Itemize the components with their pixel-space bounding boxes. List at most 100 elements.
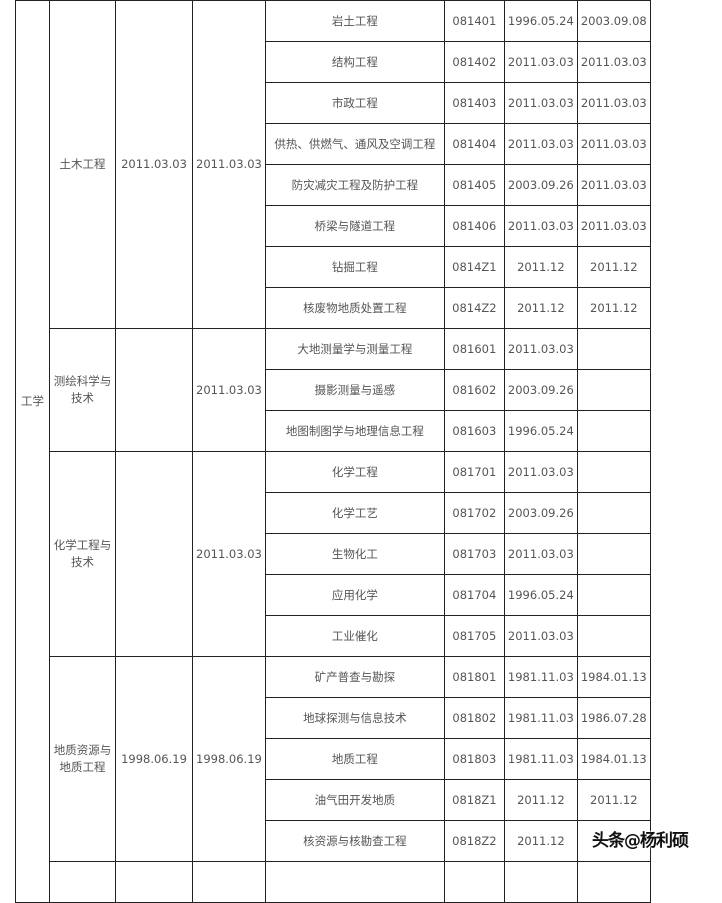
discipline-code: 0814Z1 — [443, 246, 505, 288]
discipline-code: 081406 — [443, 205, 505, 247]
second-level-discipline: 化学工艺 — [264, 492, 445, 534]
date-1: 1981.11.03 — [503, 738, 578, 780]
empty-cell — [576, 861, 651, 903]
second-level-discipline: 应用化学 — [264, 574, 445, 616]
discipline-code: 081704 — [443, 574, 505, 616]
date-1: 1996.05.24 — [503, 0, 578, 42]
date-2: 2011.03.03 — [576, 164, 651, 206]
discipline-code: 081405 — [443, 164, 505, 206]
table-row — [16, 861, 651, 903]
second-level-discipline: 摄影测量与遥感 — [264, 369, 445, 411]
date-2: 2011.03.03 — [576, 41, 651, 83]
group-date-1 — [115, 451, 193, 657]
watermark: 头条@杨利硕 — [592, 831, 689, 851]
second-level-discipline: 地质工程 — [264, 738, 445, 780]
date-2: 2011.03.03 — [576, 82, 651, 124]
date-1: 2011.03.03 — [503, 41, 578, 83]
date-1: 2011.12 — [503, 287, 578, 329]
table-row: 钻掘工程 0814Z1 2011.12 2011.12 — [16, 246, 651, 288]
discipline-code: 081702 — [443, 492, 505, 534]
table-row: 市政工程 081403 2011.03.03 2011.03.03 — [16, 82, 651, 124]
date-1: 2011.03.03 — [503, 451, 578, 493]
table-row: 工学 土木工程 2011.03.03 2011.03.03 岩土工程 081401 1996… — [15, 0, 651, 903]
second-level-discipline: 市政工程 — [264, 82, 445, 124]
first-level-discipline: 地质资源与地质工程 — [49, 656, 116, 862]
discipline-code: 081701 — [443, 451, 505, 493]
table-row: 测绘科学与技术 2011.03.03 大地测量学与测量工程 081601 2011.03… — [16, 328, 651, 452]
date-1: 2011.03.03 — [503, 123, 578, 165]
second-level-discipline: 桥梁与隧道工程 — [264, 205, 445, 247]
date-2: 2011.12 — [576, 287, 651, 329]
empty-cell — [115, 861, 193, 903]
discipline-table: 工学 土木工程 2011.03.03 2011.03.03 岩土工程 081401 1996… — [15, 0, 651, 903]
date-2: 2011.03.03 — [576, 205, 651, 247]
table-row: 供热、供燃气、通风及空调工程 081404 2011.03.03 2011.03.03 — [16, 123, 651, 165]
discipline-code: 0818Z1 — [443, 779, 505, 821]
second-level-discipline: 地球探测与信息技术 — [264, 697, 445, 739]
discipline-code: 081401 — [443, 0, 505, 42]
second-level-discipline: 矿产普查与勘探 — [264, 656, 445, 698]
discipline-code: 081603 — [443, 410, 505, 452]
date-2: 1984.01.13 — [576, 738, 651, 780]
table-row: 核废物地质处置工程 0814Z2 2011.12 2011.12 — [16, 287, 651, 329]
group-date-2: 2011.03.03 — [192, 328, 266, 452]
table-row: 工业催化 081705 2011.03.03 — [16, 615, 651, 657]
empty-cell — [192, 861, 266, 903]
group-date-2: 1998.06.19 — [192, 656, 266, 862]
discipline-code: 081601 — [443, 328, 505, 370]
table-row: 摄影测量与遥感 081602 2003.09.26 — [16, 369, 651, 411]
group-date-2: 2011.03.03 — [192, 0, 266, 329]
group-date-1: 1998.06.19 — [115, 656, 193, 862]
second-level-discipline: 工业催化 — [264, 615, 445, 657]
discipline-code: 081802 — [443, 697, 505, 739]
date-2 — [576, 328, 651, 370]
second-level-discipline: 大地测量学与测量工程 — [264, 328, 445, 370]
date-2: 1986.07.28 — [576, 697, 651, 739]
discipline-code: 081602 — [443, 369, 505, 411]
discipline-code: 0818Z2 — [443, 820, 505, 862]
group-date-1: 2011.03.03 — [115, 0, 193, 329]
discipline-code: 081404 — [443, 123, 505, 165]
date-1: 2011.03.03 — [503, 615, 578, 657]
second-level-discipline: 核废物地质处置工程 — [264, 287, 445, 329]
date-1: 1996.05.24 — [503, 574, 578, 616]
date-2 — [576, 410, 651, 452]
date-1: 1981.11.03 — [503, 656, 578, 698]
date-1: 2003.09.26 — [503, 164, 578, 206]
second-level-discipline: 化学工程 — [264, 451, 445, 493]
date-1: 2011.03.03 — [503, 533, 578, 575]
date-2: 2003.09.08 — [576, 0, 651, 42]
date-2: 2011.12 — [576, 779, 651, 821]
table-row: 防灾减灾工程及防护工程 081405 2003.09.26 2011.03.03 — [16, 164, 651, 206]
date-2 — [576, 533, 651, 575]
table-row: 结构工程 081402 2011.03.03 2011.03.03 — [16, 41, 651, 83]
empty-cell — [264, 861, 445, 903]
discipline-code: 081803 — [443, 738, 505, 780]
discipline-code: 081403 — [443, 82, 505, 124]
second-level-discipline: 防灾减灾工程及防护工程 — [264, 164, 445, 206]
date-1: 2003.09.26 — [503, 369, 578, 411]
first-level-discipline: 土木工程 — [49, 0, 116, 329]
date-2: 1984.01.13 — [576, 656, 651, 698]
discipline-cell: 工学 — [15, 0, 50, 903]
date-2 — [576, 451, 651, 493]
empty-cell — [443, 861, 505, 903]
group-date-1 — [115, 328, 193, 452]
date-2: 2011.12 — [576, 246, 651, 288]
discipline-code: 081801 — [443, 656, 505, 698]
first-level-discipline: 化学工程与技术 — [49, 451, 116, 657]
table-row: 化学工程与技术 2011.03.03 化学工程 081701 2011.03.03 — [16, 451, 651, 657]
date-2 — [576, 369, 651, 411]
date-1: 2011.12 — [503, 820, 578, 862]
discipline-code: 081402 — [443, 41, 505, 83]
second-level-discipline: 钻掘工程 — [264, 246, 445, 288]
discipline-code: 081703 — [443, 533, 505, 575]
date-1: 2011.12 — [503, 779, 578, 821]
empty-cell — [49, 861, 116, 903]
group-date-2: 2011.03.03 — [192, 451, 266, 657]
second-level-discipline: 结构工程 — [264, 41, 445, 83]
date-2 — [576, 574, 651, 616]
second-level-discipline: 核资源与核勘查工程 — [264, 820, 445, 862]
table-row: 油气田开发地质 0818Z1 2011.12 2011.12 — [16, 779, 651, 821]
table-row: 地球探测与信息技术 081802 1981.11.03 1986.07.28 — [16, 697, 651, 739]
